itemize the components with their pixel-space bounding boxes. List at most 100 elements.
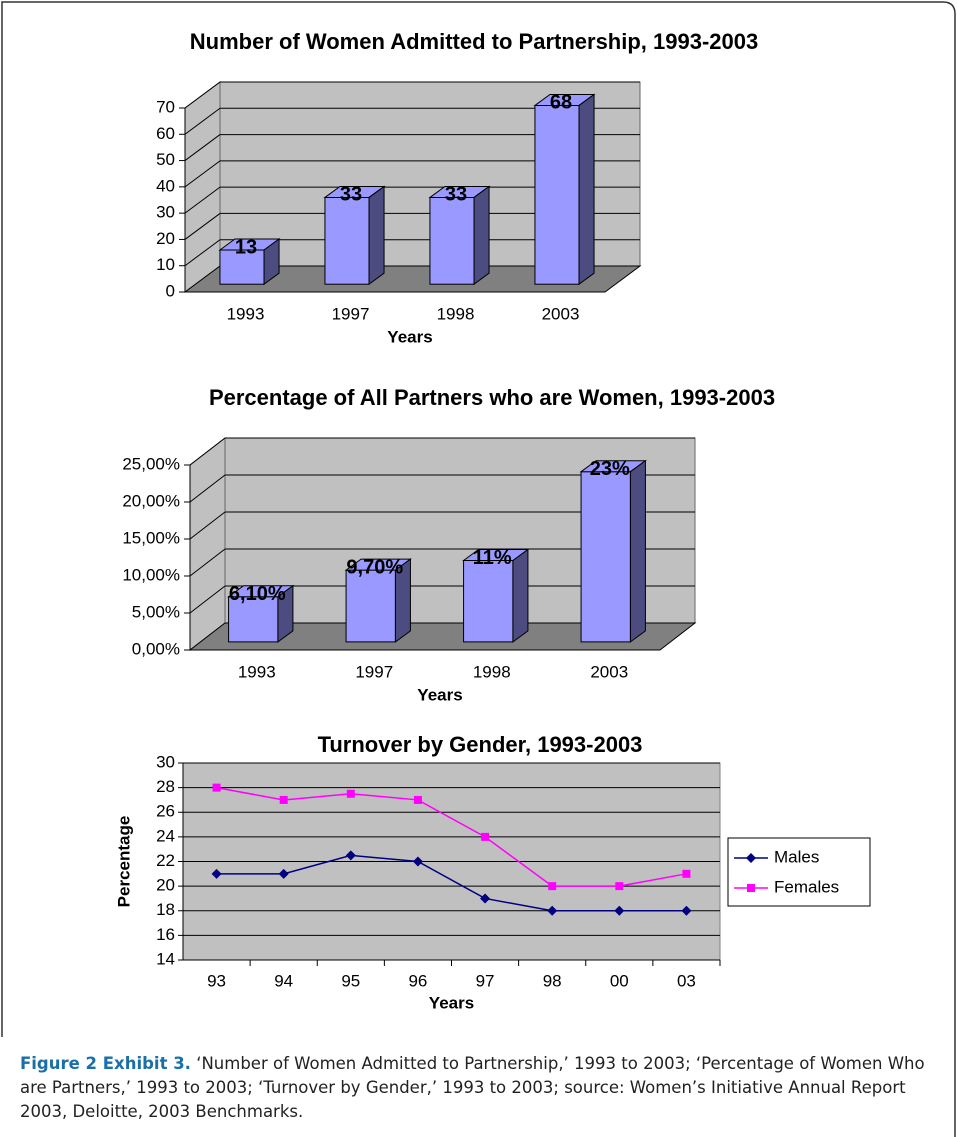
x-tick-label: 2003 (590, 662, 628, 681)
value-label: 33 (445, 184, 467, 206)
bar-side (473, 185, 490, 286)
legend-label: Males (774, 847, 819, 866)
y-tick-label: 20 (156, 876, 175, 895)
value-label: 6,10% (229, 583, 286, 605)
value-label: 13 (235, 236, 257, 258)
grid-line (184, 134, 221, 161)
y-tick-label: 30 (156, 203, 175, 222)
y-tick-label: 70 (156, 97, 175, 116)
chart-title: Turnover by Gender, 1993-2003 (317, 732, 643, 757)
grid-line (184, 107, 221, 135)
y-tick-label: 15,00% (122, 528, 180, 547)
caption-label: Figure 2 Exhibit 3. (20, 1054, 191, 1073)
x-tick-label: 1997 (355, 662, 393, 681)
x-tick-label: 97 (476, 971, 495, 990)
bar-front (534, 104, 580, 285)
line (216, 786, 687, 887)
y-tick-label: 16 (156, 925, 175, 944)
marker (747, 884, 755, 892)
bar-side (263, 238, 280, 286)
bar-front (463, 560, 514, 643)
marker (211, 868, 222, 879)
y-tick-label: 5,00% (132, 602, 180, 621)
marker (481, 832, 490, 841)
bar-front (228, 596, 279, 643)
x-tick-label: 1998 (473, 662, 511, 681)
y-tick-label: 0 (166, 281, 175, 300)
marker (412, 856, 423, 867)
marker (682, 869, 691, 878)
marker (547, 905, 558, 916)
chart-title: Percentage of All Partners who are Women… (208, 385, 776, 410)
bar-front (345, 569, 396, 643)
x-tick-label: 03 (677, 971, 696, 990)
grid-line (184, 186, 221, 214)
chart-title: Number of Women Admitted to Partnership,… (189, 29, 759, 54)
marker (480, 893, 491, 904)
bar-front (324, 196, 370, 285)
x-tick-label: 98 (543, 971, 562, 990)
grid-line (189, 474, 226, 503)
x-tick-label: 1993 (227, 304, 265, 323)
marker (548, 882, 557, 891)
x-tick-label: 93 (207, 971, 226, 990)
y-tick-label: 14 (156, 949, 175, 968)
marker (413, 795, 422, 804)
marker (279, 795, 288, 804)
legend-label: Females (774, 877, 839, 896)
bar-side (394, 558, 411, 643)
x-axis-label: Years (417, 685, 462, 704)
bar-side (512, 548, 529, 643)
y-tick-label: 10 (156, 255, 175, 274)
legend-box (727, 837, 871, 907)
y-tick-label: 0,00% (132, 639, 180, 658)
grid-line (189, 548, 226, 577)
value-label: 68 (550, 92, 572, 114)
side-wall (189, 436, 226, 652)
y-axis-label: Percentage (114, 816, 133, 908)
value-label: 11% (473, 547, 512, 569)
grid-line (189, 511, 226, 540)
value-label: 23% (590, 458, 630, 480)
x-tick-label: 2003 (542, 304, 580, 323)
x-axis-label: Years (387, 327, 432, 346)
bar-side (368, 185, 385, 286)
y-tick-label: 60 (156, 124, 175, 143)
y-tick-label: 50 (156, 150, 175, 169)
marker (614, 905, 625, 916)
x-tick-label: 96 (408, 971, 427, 990)
line (216, 854, 687, 912)
caption: Figure 2 Exhibit 3. ‘Number of Women Adm… (20, 1052, 940, 1124)
y-tick-label: 10,00% (122, 565, 180, 584)
y-tick-label: 25,00% (122, 454, 180, 473)
y-tick-label: 26 (156, 802, 175, 821)
bar-side (629, 459, 646, 643)
value-label: 33 (340, 184, 362, 206)
bar-side (277, 584, 294, 643)
side-wall (184, 81, 221, 293)
bar-front (580, 471, 631, 643)
bar-front (429, 196, 475, 285)
x-tick-label: 1998 (437, 304, 475, 323)
x-tick-label: 1993 (238, 662, 276, 681)
value-label: 9,70% (346, 556, 403, 578)
y-tick-label: 20 (156, 229, 175, 248)
grid-line (184, 160, 221, 188)
x-tick-label: 00 (610, 971, 629, 990)
y-tick-label: 24 (156, 826, 175, 845)
y-tick-label: 28 (156, 777, 175, 796)
grid-line (184, 213, 221, 240)
bar-front (219, 249, 265, 285)
grid-line (189, 437, 226, 466)
x-tick-label: 94 (274, 971, 293, 990)
x-axis-label: Years (429, 993, 474, 1012)
marker (345, 850, 356, 861)
marker (615, 882, 624, 891)
marker (746, 853, 756, 863)
y-tick-label: 18 (156, 900, 175, 919)
grid-line (184, 81, 221, 109)
grid-line (189, 585, 226, 614)
